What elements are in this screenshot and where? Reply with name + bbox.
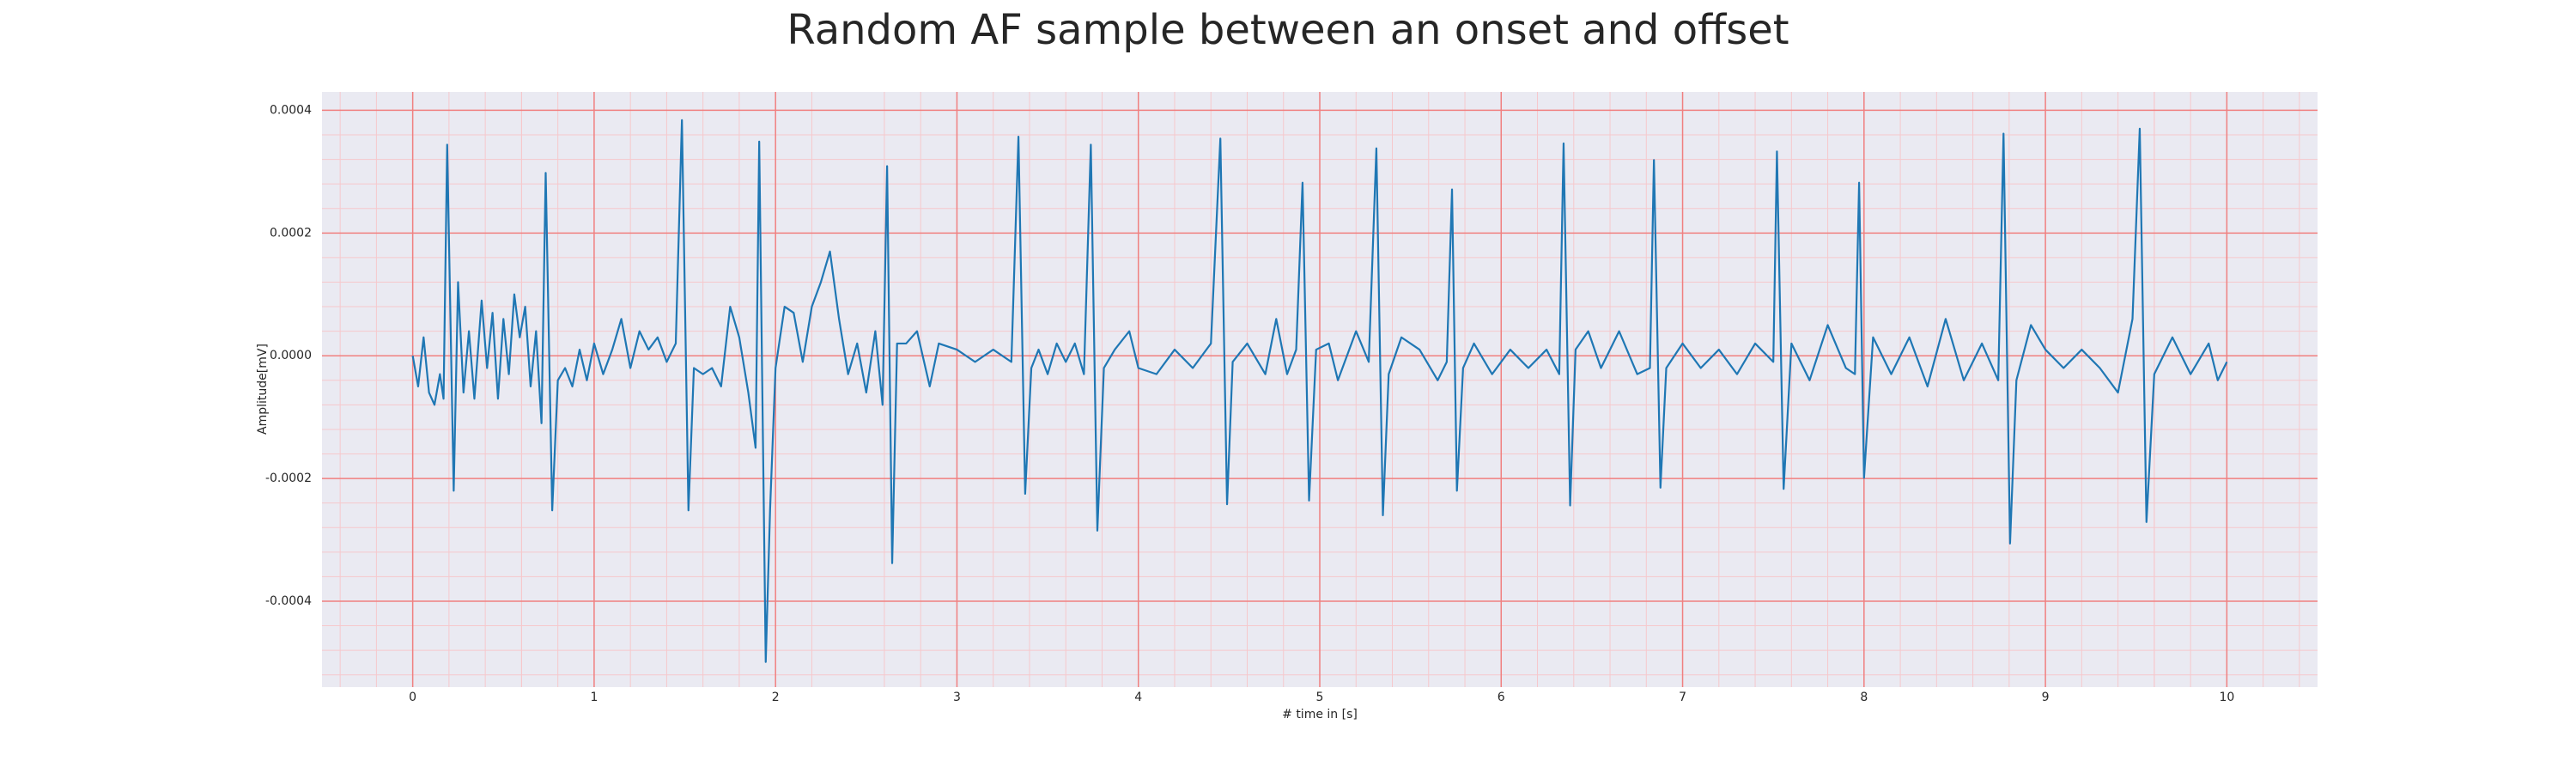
y-tick-label: -0.0004 — [265, 594, 312, 608]
x-tick-label: 5 — [1316, 691, 1324, 704]
x-tick-label: 1 — [590, 691, 598, 704]
y-tick-label: 0.0000 — [270, 349, 312, 362]
signal-line — [411, 119, 2228, 663]
x-tick-label: 2 — [772, 691, 780, 704]
x-tick-label: 7 — [1679, 691, 1686, 704]
chart-title: Random AF sample between an onset and of… — [787, 6, 1789, 54]
x-tick-label: 9 — [2042, 691, 2050, 704]
x-tick-label: 3 — [953, 691, 961, 704]
x-tick-label: 4 — [1134, 691, 1142, 704]
y-axis-label: Amplitude[mV] — [256, 344, 270, 435]
x-axis-label: # time in [s] — [1282, 708, 1358, 721]
x-tick-label: 10 — [2219, 691, 2234, 704]
x-tick-label: 6 — [1498, 691, 1505, 704]
y-tick-label: 0.0004 — [270, 103, 312, 117]
y-tick-label: 0.0002 — [270, 226, 312, 240]
x-tick-label: 8 — [1860, 691, 1868, 704]
y-tick-label: -0.0002 — [265, 472, 312, 485]
x-tick-label: 0 — [409, 691, 416, 704]
